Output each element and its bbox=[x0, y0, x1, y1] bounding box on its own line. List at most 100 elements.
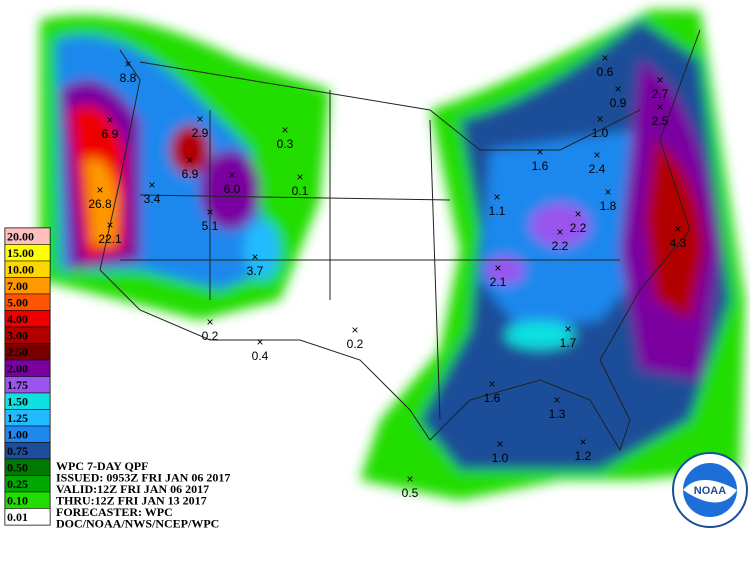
map-borders bbox=[99, 29, 701, 452]
point-marker: × bbox=[614, 82, 621, 96]
point-marker: × bbox=[494, 261, 501, 275]
point-value: 1.3 bbox=[549, 407, 566, 421]
point-marker: × bbox=[186, 153, 193, 167]
point-value: 5.1 bbox=[202, 219, 219, 233]
point-marker: × bbox=[579, 435, 586, 449]
point-marker: × bbox=[593, 148, 600, 162]
info-line: WPC 7-DAY QPF bbox=[56, 459, 148, 473]
point-marker: × bbox=[674, 222, 681, 236]
point-value: 1.1 bbox=[489, 204, 506, 218]
point-marker: × bbox=[106, 218, 113, 232]
point-marker: × bbox=[496, 437, 503, 451]
legend-label: 0.10 bbox=[7, 494, 28, 508]
point-marker: × bbox=[96, 183, 103, 197]
point-value: 1.6 bbox=[484, 391, 501, 405]
point-marker: × bbox=[596, 112, 603, 126]
point-value: 0.3 bbox=[277, 137, 294, 151]
point-value: 4.3 bbox=[670, 236, 687, 250]
point-value: 2.4 bbox=[589, 162, 606, 176]
point-marker: × bbox=[251, 250, 258, 264]
noaa-logo: NOAA bbox=[672, 452, 748, 528]
precip-field bbox=[40, 10, 745, 500]
point-value: 1.8 bbox=[600, 199, 617, 213]
point-value: 2.7 bbox=[652, 87, 669, 101]
point-value: 3.4 bbox=[144, 192, 161, 206]
legend-label: 20.00 bbox=[7, 230, 34, 244]
legend-label: 2.00 bbox=[7, 362, 28, 376]
point-value: 8.8 bbox=[120, 71, 137, 85]
legend-label: 5.00 bbox=[7, 296, 28, 310]
info-line: FORECASTER: WPC bbox=[56, 505, 173, 519]
point-value: 2.2 bbox=[552, 239, 569, 253]
point-marker: × bbox=[406, 472, 413, 486]
logo-text: NOAA bbox=[694, 485, 726, 497]
point-value: 2.1 bbox=[490, 275, 507, 289]
point-marker: × bbox=[604, 185, 611, 199]
point-value: 0.6 bbox=[597, 65, 614, 79]
point-value: 22.1 bbox=[98, 232, 122, 246]
point-marker: × bbox=[281, 123, 288, 137]
point-marker: × bbox=[256, 335, 263, 349]
point-value: 1.0 bbox=[492, 451, 509, 465]
point-marker: × bbox=[601, 51, 608, 65]
point-marker: × bbox=[296, 170, 303, 184]
point-marker: × bbox=[536, 145, 543, 159]
point-marker: × bbox=[148, 178, 155, 192]
point-value: 6.9 bbox=[102, 127, 119, 141]
point-value: 1.0 bbox=[592, 126, 609, 140]
point-marker: × bbox=[351, 323, 358, 337]
point-value: 0.4 bbox=[252, 349, 269, 363]
legend-label: 1.00 bbox=[7, 428, 28, 442]
point-value: 0.1 bbox=[292, 184, 309, 198]
legend-label: 1.50 bbox=[7, 395, 28, 409]
legend-label: 1.75 bbox=[7, 378, 28, 392]
legend: 20.00 15.00 10.00 7.00 5.00 4.00 3.00 2.50 2.00 1… bbox=[4, 227, 51, 526]
point-marker: × bbox=[124, 57, 131, 71]
point-value: 2.5 bbox=[652, 114, 669, 128]
info-line: ISSUED: 0953Z FRI JAN 06 2017 bbox=[56, 471, 230, 485]
legend-label: 10.00 bbox=[7, 263, 34, 277]
info-line: VALID:12Z FRI JAN 06 2017 bbox=[56, 482, 209, 496]
point-value: 6.0 bbox=[224, 182, 241, 196]
point-marker: × bbox=[106, 113, 113, 127]
point-value: 1.7 bbox=[560, 336, 577, 350]
point-marker: × bbox=[656, 73, 663, 87]
point-marker: × bbox=[564, 322, 571, 336]
point-marker: × bbox=[488, 377, 495, 391]
legend-swatch bbox=[4, 508, 51, 526]
legend-label: 3.00 bbox=[7, 329, 28, 343]
legend-label: 0.75 bbox=[7, 444, 28, 458]
point-marker: × bbox=[493, 190, 500, 204]
point-value: 26.8 bbox=[88, 197, 112, 211]
point-value: 0.2 bbox=[347, 337, 364, 351]
point-marker: × bbox=[656, 100, 663, 114]
point-value: 6.9 bbox=[182, 167, 199, 181]
legend-label: 0.25 bbox=[7, 477, 28, 491]
info-line: DOC/NOAA/NWS/NCEP/WPC bbox=[56, 517, 219, 531]
legend-label: 2.50 bbox=[7, 345, 28, 359]
legend-label: 7.00 bbox=[7, 279, 28, 293]
point-marker: × bbox=[196, 112, 203, 126]
point-value: 1.2 bbox=[575, 449, 592, 463]
point-value: 2.9 bbox=[192, 126, 209, 140]
point-value: 3.7 bbox=[247, 264, 264, 278]
point-marker: × bbox=[228, 168, 235, 182]
max-points: ×8.8×6.9×2.9 ×0.3×6.9 ×6.0×0.1×3.4×26.8×22… bbox=[88, 51, 686, 500]
legend-label: 15.00 bbox=[7, 246, 34, 260]
point-marker: × bbox=[553, 393, 560, 407]
point-value: 2.2 bbox=[570, 221, 587, 235]
point-marker: × bbox=[206, 315, 213, 329]
legend-label: 4.00 bbox=[7, 312, 28, 326]
legend-label: 0.01 bbox=[7, 510, 28, 524]
point-marker: × bbox=[574, 207, 581, 221]
info-line: THRU:12Z FRI JAN 13 2017 bbox=[56, 494, 207, 508]
point-value: 1.6 bbox=[532, 159, 549, 173]
legend-label: 0.50 bbox=[7, 461, 28, 475]
point-value: 0.9 bbox=[610, 96, 627, 110]
legend-label: 1.25 bbox=[7, 411, 28, 425]
point-value: 0.2 bbox=[202, 329, 219, 343]
point-marker: × bbox=[206, 205, 213, 219]
point-marker: × bbox=[556, 225, 563, 239]
